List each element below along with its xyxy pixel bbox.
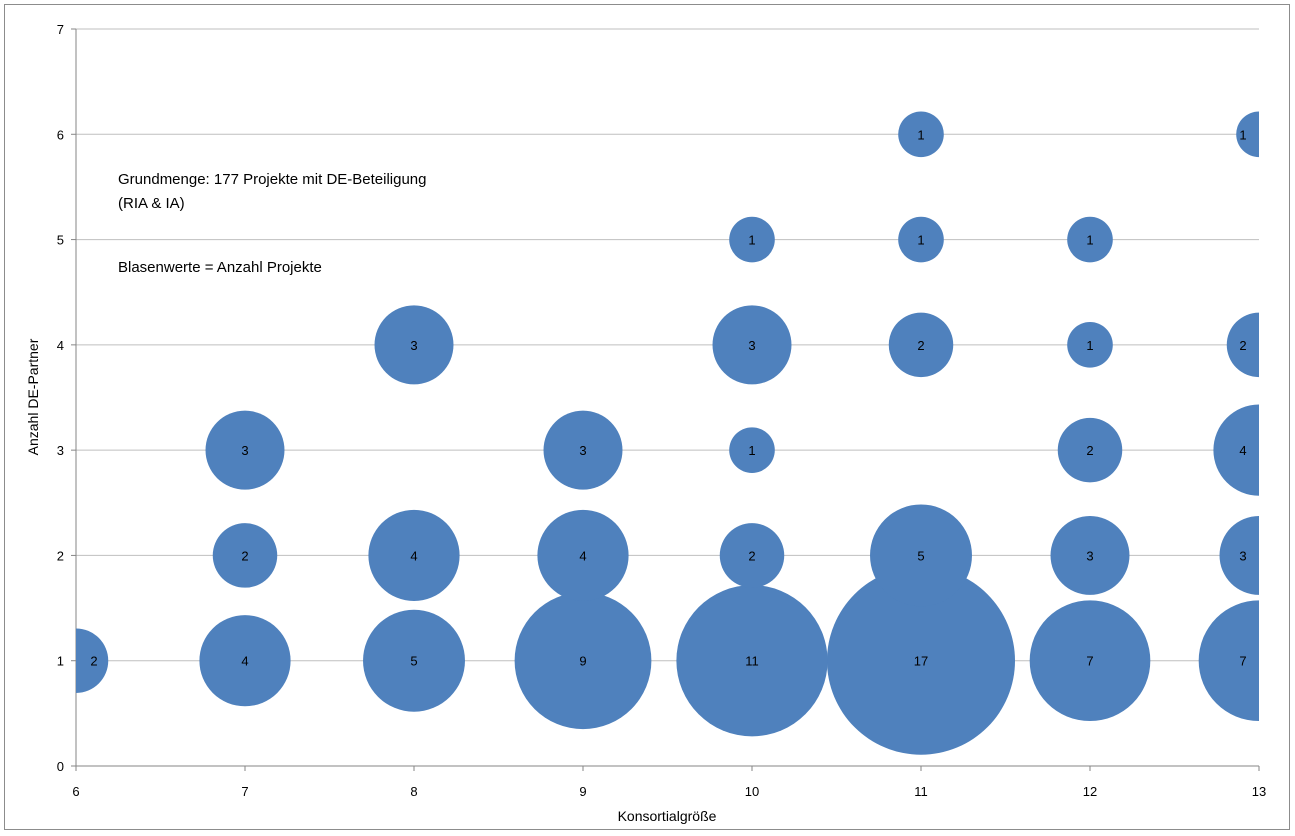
bubble — [719, 523, 785, 588]
bubble-value-label: 3 — [1239, 548, 1246, 563]
bubble — [712, 305, 792, 385]
x-tick-label: 12 — [1083, 784, 1097, 799]
bubble — [212, 523, 278, 588]
bubble — [898, 111, 944, 158]
bubble-value-label: 3 — [748, 338, 755, 353]
bubble-value-label: 1 — [917, 127, 924, 142]
bubble-value-label: 4 — [241, 654, 248, 669]
bubble-value-label: 2 — [917, 338, 924, 353]
y-tick-label: 3 — [57, 443, 64, 458]
bubble-value-label: 3 — [1086, 548, 1093, 563]
bubble — [888, 312, 954, 378]
bubble-value-label: 1 — [917, 233, 924, 248]
x-tick-label: 8 — [410, 784, 417, 799]
bubble-value-label: 5 — [410, 654, 417, 669]
bubble — [1067, 216, 1113, 263]
bubble-value-label: 9 — [579, 654, 586, 669]
bubble-value-label: 11 — [745, 654, 759, 669]
y-tick-label: 1 — [57, 654, 64, 669]
bubble — [729, 427, 775, 473]
annotation-bubble-legend: Blasenwerte = Anzahl Projekte — [118, 259, 322, 276]
bubble-value-label: 2 — [1086, 443, 1093, 458]
bubble — [898, 216, 944, 263]
bubble-value-label: 7 — [1239, 654, 1246, 669]
bubble-value-label: 2 — [90, 654, 97, 669]
bubbles — [76, 111, 1259, 755]
bubble — [1236, 111, 1259, 158]
bubble — [514, 592, 652, 730]
bubble-value-label: 1 — [1239, 127, 1246, 142]
bubble — [676, 585, 828, 737]
y-tick-label: 5 — [57, 233, 64, 248]
y-axis-title: Anzahl DE-Partner — [25, 338, 41, 455]
bubble — [1213, 404, 1259, 496]
bubble — [205, 410, 285, 490]
bubble-value-label: 1 — [1086, 233, 1093, 248]
y-tick-label: 2 — [57, 548, 64, 563]
bubble-value-label: 3 — [241, 443, 248, 458]
bubble-value-label: 2 — [1239, 338, 1246, 353]
bubble — [363, 609, 465, 712]
x-tick-label: 6 — [72, 784, 79, 799]
bubble — [76, 628, 109, 693]
y-tick-label: 4 — [57, 338, 64, 353]
bubble-value-label: 2 — [241, 548, 248, 563]
bubble-value-label: 4 — [410, 548, 417, 563]
bubble — [1226, 312, 1259, 378]
bubble — [537, 509, 629, 602]
bubble-value-label: 3 — [579, 443, 586, 458]
bubble — [1067, 322, 1113, 368]
bubble — [870, 504, 972, 607]
y-tick-label: 0 — [57, 759, 64, 774]
y-tick-label: 6 — [57, 127, 64, 142]
x-axis-title: Konsortialgröße — [618, 808, 717, 824]
bubble — [368, 509, 460, 602]
bubble-value-label: 4 — [579, 548, 586, 563]
bubble-value-label: 4 — [1239, 443, 1246, 458]
bubble — [1198, 600, 1259, 722]
bubble — [374, 305, 454, 385]
x-tick-label: 10 — [745, 784, 759, 799]
x-tick-label: 13 — [1252, 784, 1266, 799]
x-tick-label: 9 — [579, 784, 586, 799]
bubble-value-label: 7 — [1086, 654, 1093, 669]
x-tick-label: 11 — [914, 784, 928, 799]
bubble — [827, 566, 1015, 755]
bubble-value-label: 5 — [917, 548, 924, 563]
bubble — [1050, 515, 1130, 595]
annotation-population-scope: (RIA & IA) — [118, 195, 185, 212]
bubble-value-label: 1 — [748, 443, 755, 458]
bubble — [1029, 600, 1151, 722]
bubble — [199, 615, 291, 707]
bubble-value-label: 2 — [748, 548, 755, 563]
bubble — [543, 410, 623, 490]
bubble — [1057, 417, 1123, 483]
bubble-value-label: 17 — [914, 654, 928, 669]
bubble — [1219, 515, 1259, 595]
y-tick-label: 7 — [57, 22, 64, 37]
bubble-value-label: 1 — [748, 233, 755, 248]
x-tick-label: 7 — [241, 784, 248, 799]
annotation-population: Grundmenge: 177 Projekte mit DE-Beteilig… — [118, 171, 427, 188]
bubble — [729, 216, 775, 263]
bubble-value-label: 3 — [410, 338, 417, 353]
bubble-value-label: 1 — [1086, 338, 1093, 353]
